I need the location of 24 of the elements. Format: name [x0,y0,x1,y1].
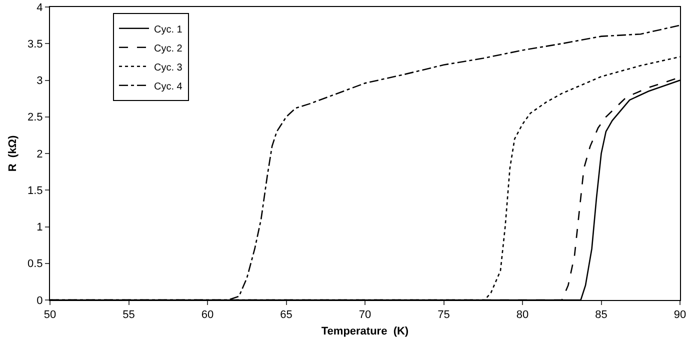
x-tick-label: 85 [595,309,608,322]
x-tick-label: 65 [280,309,292,322]
legend-label: Cyc. 3 [154,62,183,74]
y-tick-label: 2 [36,148,43,160]
x-tick-label: 80 [516,309,529,322]
y-tick-label: 3 [36,75,43,88]
y-tick-label: 1.5 [28,184,43,197]
y-tick-label: 3.5 [28,38,43,50]
x-tick-label: 60 [201,309,214,322]
y-tick-label: 0.5 [28,258,43,270]
x-tick-label: 55 [122,309,135,322]
legend-label: Cyc. 4 [154,81,183,92]
x-tick-label: 75 [438,309,450,322]
x-axis-title: Temperature (K) [321,325,409,338]
y-tick-label: 2.5 [28,112,43,124]
x-tick-label: 70 [358,309,372,322]
y-tick-label: 0 [36,294,43,307]
legend-label: Cyc. 1 [154,24,183,36]
y-tick-label: 4 [36,2,43,14]
y-axis-title: R (kΩ) [7,135,20,172]
legend-label: Cyc. 2 [154,43,183,54]
x-tick-label: 50 [44,309,56,322]
y-tick-label: 1 [36,222,43,234]
x-tick-label: 90 [674,309,686,322]
